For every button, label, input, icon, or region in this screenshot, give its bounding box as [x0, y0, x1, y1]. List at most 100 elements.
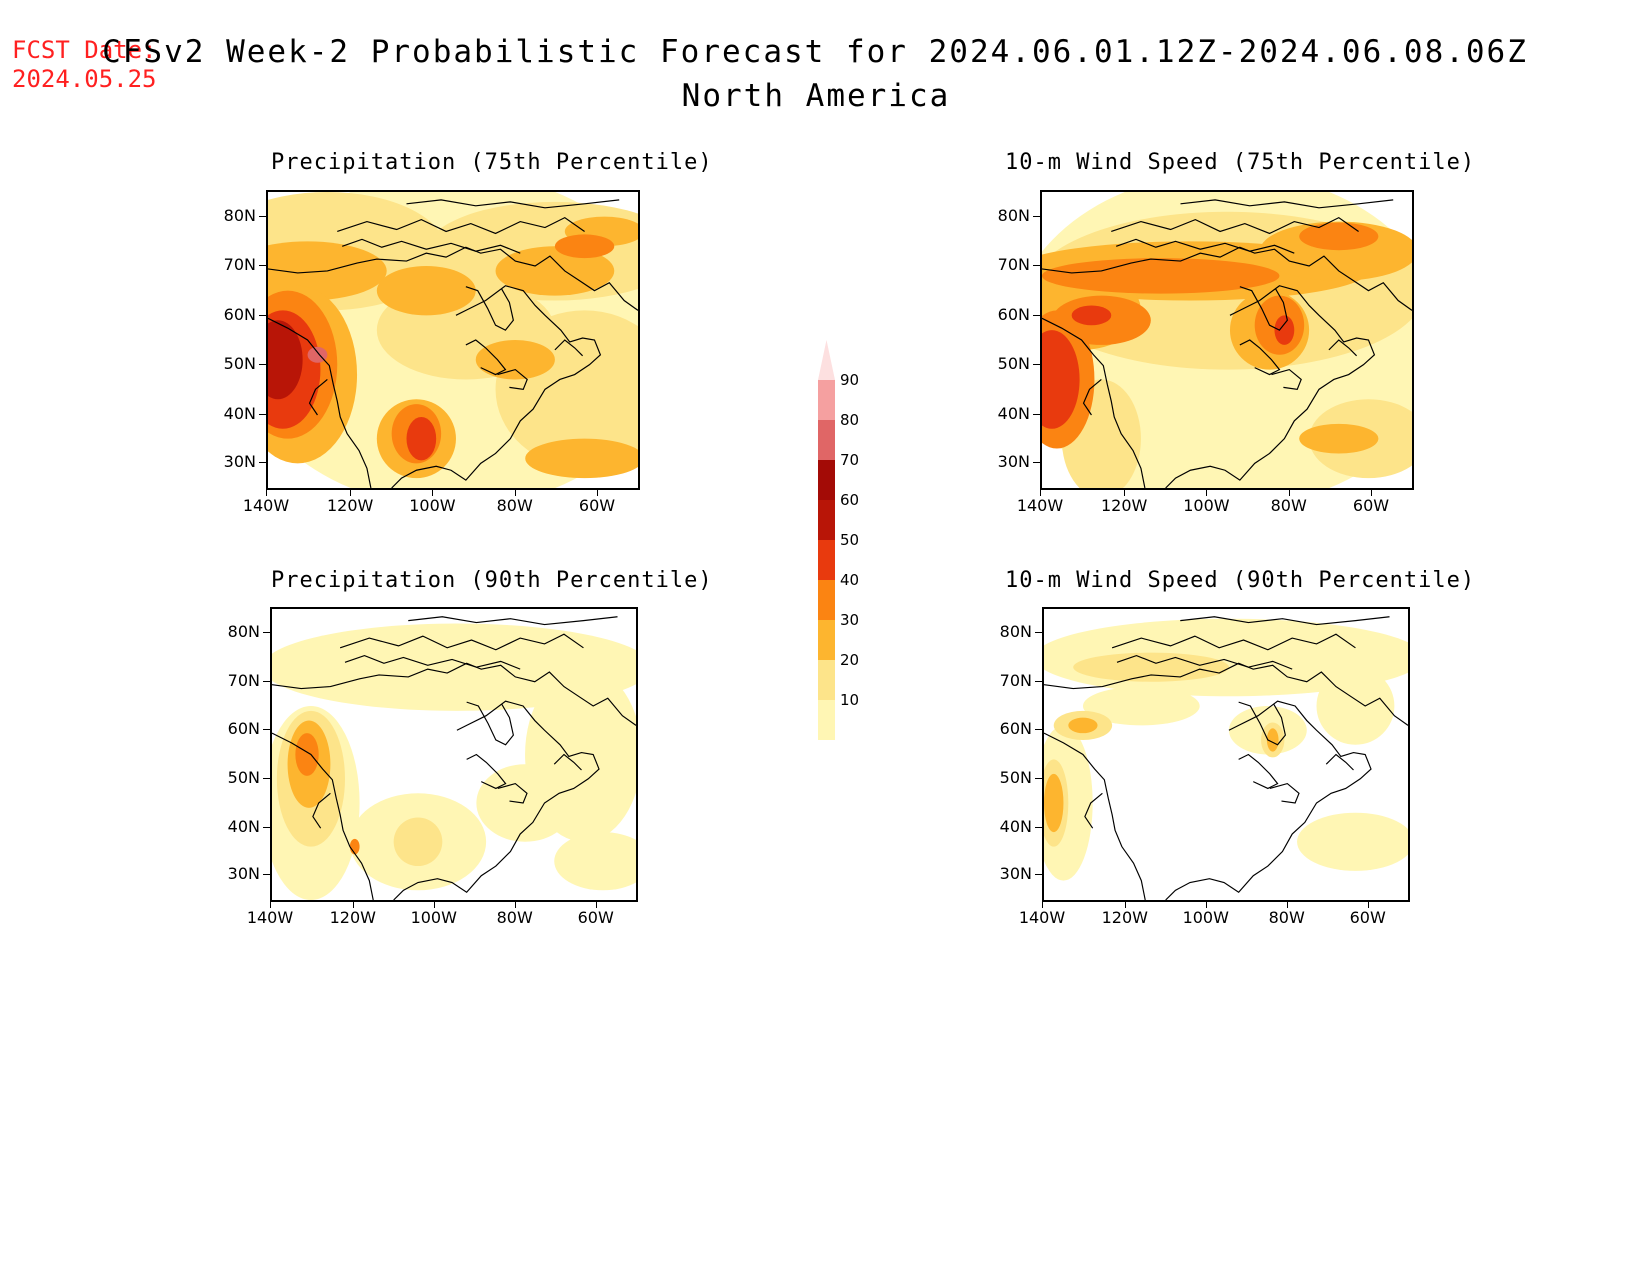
longitude-tick	[1286, 902, 1288, 908]
forecast-date-block: FCST Date: 2024.05.25	[12, 36, 157, 94]
longitude-tick	[433, 902, 435, 908]
latitude-tick	[1033, 364, 1040, 365]
latitude-tick	[1035, 826, 1042, 828]
latitude-label: 30N	[999, 863, 1032, 883]
latitude-label: 50N	[227, 768, 260, 788]
latitude-label: 80N	[223, 205, 256, 225]
latitude-tick	[259, 215, 266, 217]
longitude-tick	[1205, 902, 1207, 908]
latitude-tick	[259, 413, 266, 415]
latitude-label: 50N	[997, 354, 1030, 373]
panel-title: Precipitation (90th Percentile)	[271, 568, 713, 593]
longitude-label: 120W	[1101, 908, 1148, 927]
latitude-tick	[1035, 778, 1042, 780]
latitude-label: 60N	[999, 719, 1032, 739]
longitude-tick	[514, 490, 516, 496]
latitude-tick	[263, 632, 270, 634]
longitude-label: 80W	[496, 496, 533, 515]
longitude-label: 100W	[410, 908, 457, 927]
latitude-tick	[259, 461, 266, 463]
latitude-tick	[1033, 413, 1040, 415]
legend-label: 90	[840, 371, 860, 389]
panel-title: 10-m Wind Speed (75th Percentile)	[1005, 150, 1476, 175]
latitude-label: 40N	[223, 403, 256, 423]
latitude-tick	[1035, 873, 1042, 875]
longitude-label: 120W	[1100, 496, 1148, 515]
map-canvas	[1042, 607, 1410, 902]
legend-label: 50	[840, 531, 860, 549]
longitude-tick	[270, 902, 271, 908]
legend-color-box	[818, 620, 835, 660]
legend-label: 60	[840, 491, 860, 509]
longitude-tick	[1040, 490, 1041, 496]
latitude-label: 30N	[227, 863, 260, 883]
map-canvas	[1040, 190, 1414, 490]
longitude-label: 120W	[326, 496, 374, 515]
latitude-tick	[263, 680, 270, 682]
longitude-tick	[1370, 490, 1372, 496]
legend-label: 40	[840, 571, 860, 589]
latitude-label: 40N	[999, 816, 1032, 836]
forecast-date-label: FCST Date:	[12, 36, 157, 64]
latitude-label: 70N	[999, 670, 1032, 690]
latitude-tick	[263, 778, 270, 780]
latitude-label: 80N	[999, 622, 1032, 642]
longitude-tick	[1042, 902, 1043, 908]
longitude-tick	[596, 490, 598, 496]
latitude-label: 50N	[223, 354, 256, 373]
latitude-tick	[1033, 215, 1040, 217]
longitude-tick	[595, 902, 597, 908]
longitude-label: 80W	[1268, 908, 1305, 927]
longitude-label: 60W	[1349, 908, 1386, 927]
legend-label: 30	[840, 611, 860, 629]
legend-color-box	[818, 380, 835, 420]
longitude-tick	[266, 490, 267, 496]
latitude-label: 50N	[999, 768, 1032, 788]
forecast-date-value: 2024.05.25	[12, 65, 157, 93]
latitude-label: 70N	[227, 670, 260, 690]
page-subtitle: North America	[681, 78, 951, 114]
longitude-label: 140W	[1016, 496, 1064, 515]
panel-title: Precipitation (75th Percentile)	[271, 150, 713, 175]
longitude-label: 100W	[1182, 908, 1229, 927]
latitude-label: 30N	[223, 451, 256, 471]
latitude-tick	[263, 729, 270, 731]
latitude-tick	[1033, 265, 1040, 266]
latitude-label: 60N	[223, 304, 256, 324]
legend-color-box	[818, 340, 835, 380]
longitude-tick	[1124, 490, 1126, 496]
legend-label: 20	[840, 651, 860, 669]
latitude-label: 80N	[227, 622, 260, 642]
longitude-label: 100W	[1183, 496, 1230, 515]
legend-color-box	[818, 700, 835, 740]
latitude-tick	[1035, 632, 1042, 634]
latitude-tick	[259, 314, 266, 316]
latitude-tick	[263, 873, 270, 875]
latitude-tick	[259, 265, 266, 266]
longitude-label: 80W	[1270, 496, 1307, 515]
latitude-label: 80N	[997, 205, 1030, 225]
panel-title: 10-m Wind Speed (90th Percentile)	[1005, 568, 1476, 593]
legend-label: 80	[840, 411, 860, 429]
longitude-label: 60W	[1352, 496, 1390, 515]
legend-label: 10	[840, 691, 860, 709]
longitude-tick	[1288, 490, 1290, 496]
longitude-tick	[514, 902, 516, 908]
latitude-tick	[263, 826, 270, 828]
map-canvas	[270, 607, 638, 902]
legend-color-box	[818, 500, 835, 540]
latitude-tick	[1033, 314, 1040, 316]
legend-label: 70	[840, 451, 860, 469]
latitude-label: 70N	[997, 255, 1030, 274]
longitude-tick	[432, 490, 434, 496]
color-legend: 90 80 70 60 50 40 30 20 10	[800, 330, 920, 740]
latitude-tick	[259, 364, 266, 365]
legend-color-box	[818, 460, 835, 500]
longitude-label: 140W	[246, 908, 294, 927]
longitude-label: 80W	[496, 908, 533, 927]
latitude-label: 70N	[223, 255, 256, 274]
latitude-label: 40N	[997, 403, 1030, 423]
latitude-label: 60N	[227, 719, 260, 739]
legend-color-box	[818, 660, 835, 700]
longitude-label: 140W	[242, 496, 290, 515]
